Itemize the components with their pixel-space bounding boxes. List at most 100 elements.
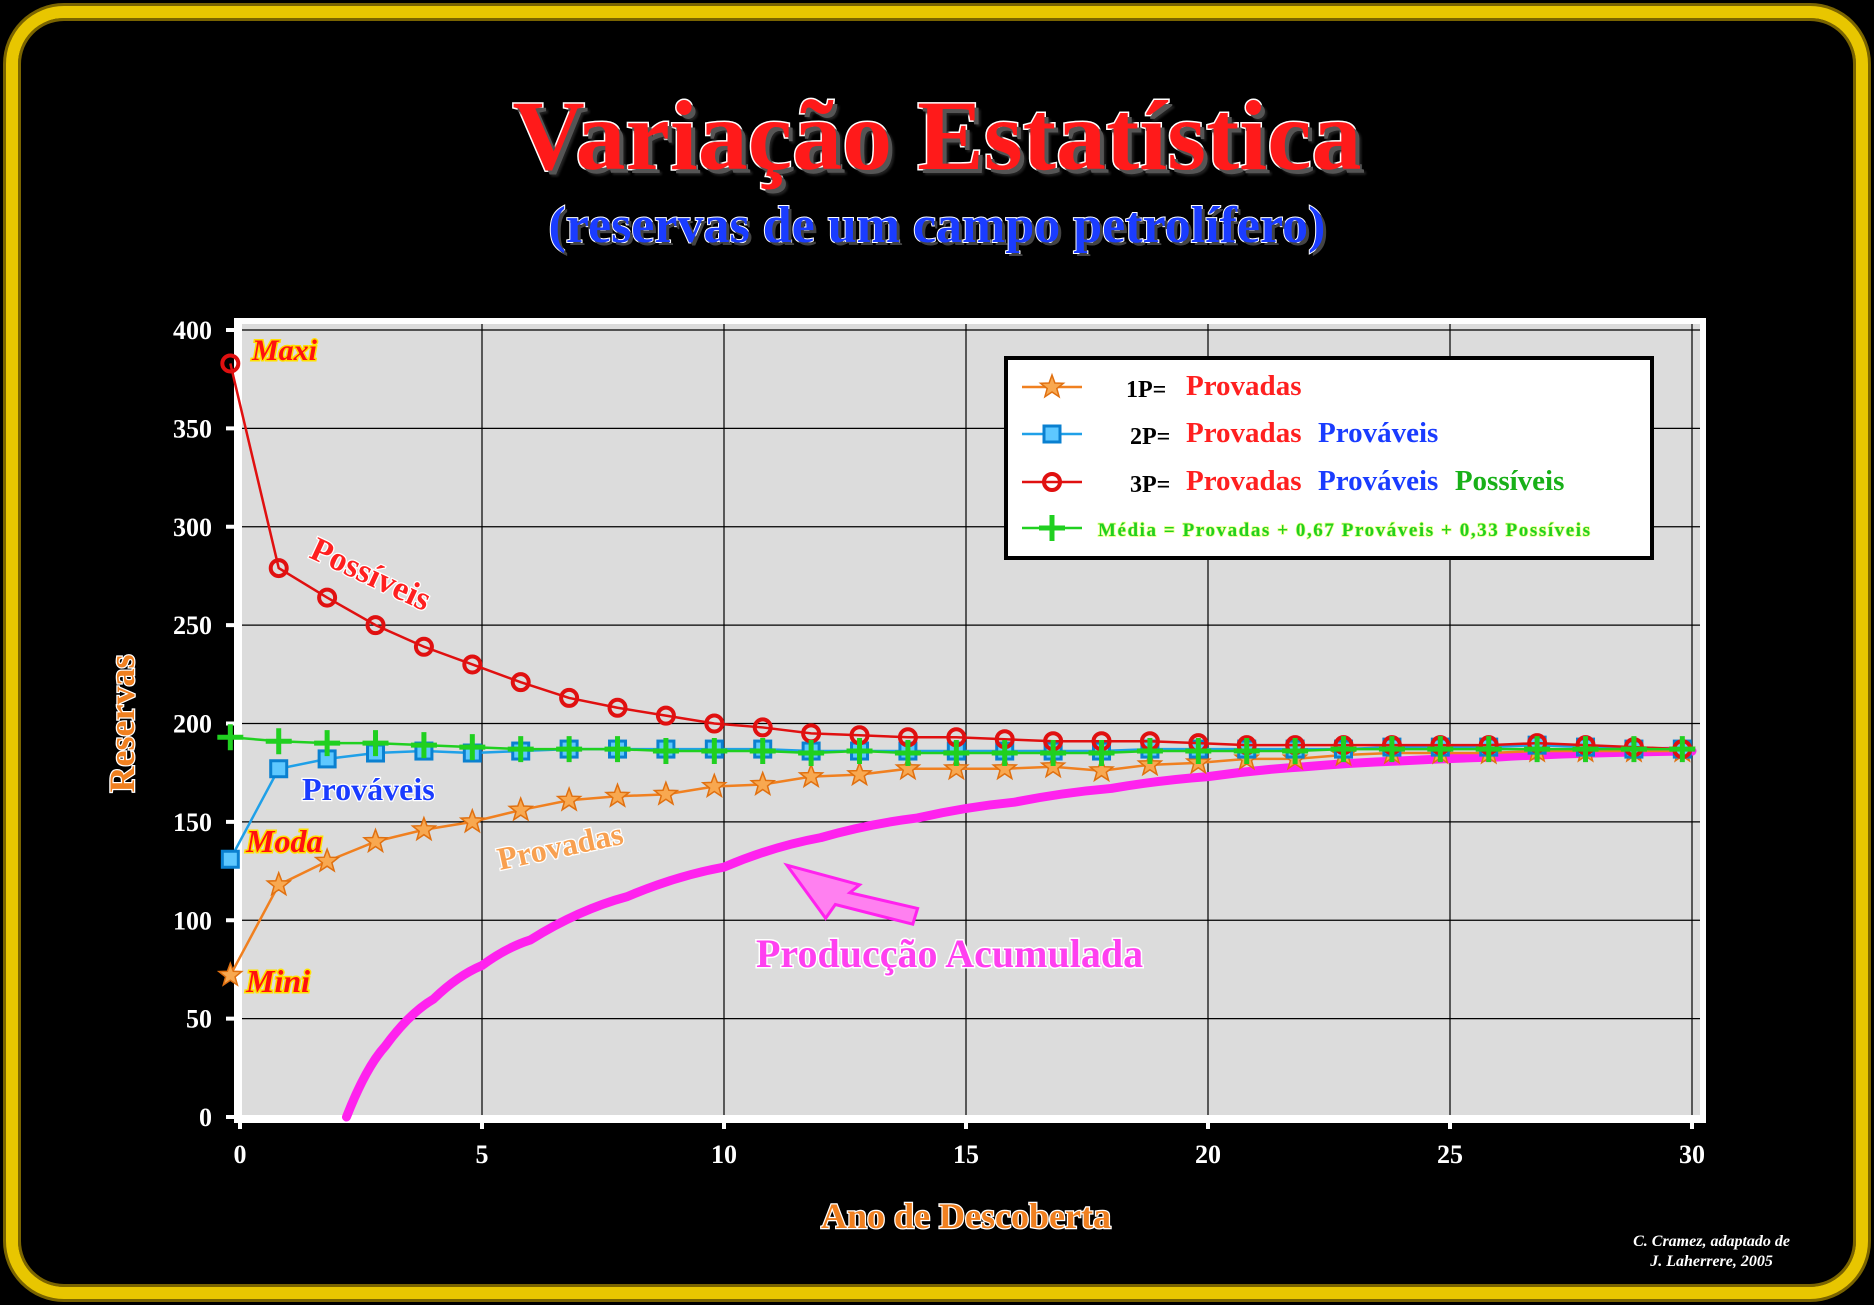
data-point-3p bbox=[268, 558, 289, 579]
annotation-producao: Producção Acumulada bbox=[756, 931, 1143, 976]
data-point-media bbox=[1040, 740, 1067, 767]
x-tick-label: 5 bbox=[476, 1140, 489, 1169]
x-tick-label: 0 bbox=[234, 1140, 247, 1169]
data-point-media bbox=[1039, 515, 1065, 541]
data-point-3p bbox=[462, 654, 483, 675]
data-point-3p bbox=[752, 717, 773, 738]
y-tick-label: 250 bbox=[173, 611, 212, 640]
data-point-media bbox=[362, 730, 389, 757]
data-point-1p bbox=[797, 762, 825, 789]
data-point-1p bbox=[1088, 756, 1115, 783]
annotation-moda: Moda bbox=[245, 823, 322, 859]
data-point-2p bbox=[269, 759, 289, 779]
data-point-media bbox=[1620, 736, 1647, 763]
legend-label: Provadas+Prováveis+Possíveis bbox=[1186, 465, 1564, 497]
legend-box bbox=[1004, 356, 1654, 560]
data-point-media bbox=[749, 738, 776, 765]
data-point-3p bbox=[220, 353, 241, 374]
data-point-media bbox=[459, 734, 486, 761]
data-point-media bbox=[1572, 736, 1599, 763]
y-tick-label: 0 bbox=[199, 1103, 212, 1132]
legend-key: 3P= bbox=[1130, 472, 1170, 498]
annotation-mini: Mini bbox=[245, 963, 310, 999]
legend-label: Provadas bbox=[1186, 370, 1301, 402]
x-tick-label: 10 bbox=[711, 1140, 737, 1169]
credit-line1: C. Cramez, adaptado de bbox=[1633, 1233, 1790, 1250]
credit: C. Cramez, adaptado de J. Laherrere, 200… bbox=[1633, 1232, 1790, 1272]
y-axis-label: Reservas bbox=[102, 655, 142, 793]
legend-label-part: Possíveis bbox=[1455, 465, 1565, 497]
legend-label-part: Prováveis bbox=[1318, 417, 1438, 449]
data-point-media bbox=[652, 738, 679, 765]
x-tick-label: 30 bbox=[1679, 1140, 1705, 1169]
data-point-1p bbox=[604, 782, 631, 808]
data-point-media bbox=[604, 736, 631, 763]
data-point-media bbox=[798, 740, 825, 767]
legend-label-part: Provadas bbox=[1186, 370, 1301, 402]
legend-item: 1P= Provadas bbox=[1022, 369, 1302, 403]
data-point-media bbox=[1378, 736, 1405, 763]
data-point-media bbox=[217, 724, 244, 751]
x-tick-label: 25 bbox=[1437, 1140, 1463, 1169]
data-point-media bbox=[1282, 738, 1309, 765]
data-point-3p bbox=[317, 587, 338, 608]
data-point-1p bbox=[991, 754, 1019, 781]
x-tick-label: 15 bbox=[953, 1140, 979, 1169]
data-point-3p bbox=[365, 615, 386, 636]
y-tick-label: 200 bbox=[173, 710, 212, 739]
data-point-1p bbox=[362, 827, 389, 854]
data-point-1p bbox=[216, 961, 244, 987]
data-point-1p bbox=[894, 754, 922, 781]
y-tick-label: 400 bbox=[173, 316, 212, 345]
legend-label: Provadas+Prováveis bbox=[1186, 417, 1438, 449]
data-point-media bbox=[1136, 738, 1163, 765]
legend-label-part: + bbox=[1301, 465, 1318, 497]
data-point-media bbox=[556, 736, 583, 763]
data-point-1p bbox=[652, 780, 680, 806]
legend-label-part: + bbox=[1301, 417, 1318, 449]
data-point-media bbox=[1427, 736, 1454, 763]
legend-key: 2P= bbox=[1130, 424, 1170, 450]
data-point-media bbox=[410, 732, 437, 759]
data-point-1p bbox=[846, 760, 873, 787]
page-subtitle: (reservas de um campo petrolífero) bbox=[548, 196, 1327, 255]
annotation-provaveis: Prováveis bbox=[302, 771, 435, 807]
data-point-media bbox=[1524, 736, 1551, 763]
legend-label-part: Média = Provadas + 0,67 Prováveis + 0,33… bbox=[1098, 520, 1590, 541]
data-point-3p bbox=[413, 636, 434, 657]
data-point-1p bbox=[749, 770, 777, 796]
legend-label: Média = Provadas + 0,67 Prováveis + 0,33… bbox=[1098, 520, 1590, 541]
y-tick-label: 150 bbox=[173, 808, 212, 837]
legend-key: 1P= bbox=[1126, 377, 1166, 403]
data-point-1p bbox=[313, 847, 341, 873]
y-tick-label: 300 bbox=[173, 513, 212, 542]
data-point-1p bbox=[1038, 372, 1066, 399]
data-point-2p bbox=[220, 849, 240, 869]
legend-label-part: Provadas bbox=[1186, 465, 1301, 497]
data-point-1p bbox=[700, 772, 728, 798]
y-tick-label: 100 bbox=[173, 906, 212, 935]
legend-item: Média = Provadas + 0,67 Prováveis + 0,33… bbox=[1022, 515, 1591, 542]
data-point-3p bbox=[704, 713, 725, 734]
data-point-1p bbox=[507, 795, 535, 822]
data-point-media bbox=[1330, 736, 1357, 763]
data-point-media bbox=[1475, 736, 1502, 763]
data-point-media bbox=[1185, 738, 1212, 765]
data-point-1p bbox=[410, 815, 438, 842]
legend-item: 2P= Provadas+Prováveis bbox=[1022, 416, 1439, 450]
x-axis-label: Ano de Descoberta bbox=[821, 1196, 1111, 1236]
data-point-media bbox=[1669, 736, 1696, 763]
data-point-media bbox=[894, 740, 921, 767]
page-title: Variação Estatística bbox=[511, 79, 1363, 193]
series-m-dia bbox=[217, 724, 1696, 767]
legend-label-part: Provadas bbox=[1186, 417, 1301, 449]
data-point-3p bbox=[510, 672, 531, 693]
data-point-media bbox=[943, 740, 970, 767]
data-point-2p bbox=[1042, 424, 1062, 444]
data-point-media bbox=[314, 730, 341, 757]
data-point-1p bbox=[458, 807, 486, 834]
data-point-media bbox=[701, 738, 728, 765]
data-point-media bbox=[265, 728, 292, 755]
data-point-media bbox=[1233, 738, 1260, 765]
legend-item: 3P= Provadas+Prováveis+Possíveis bbox=[1022, 464, 1565, 498]
